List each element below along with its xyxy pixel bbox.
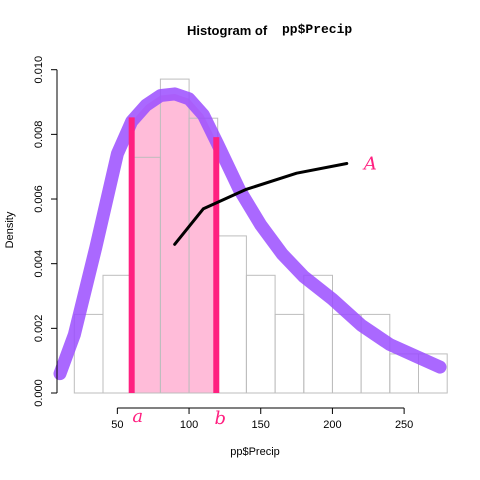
x-tick-label: 250 xyxy=(395,419,413,431)
x-tick-label: 200 xyxy=(323,419,341,431)
annotation-group: A xyxy=(173,153,377,246)
histogram-bar xyxy=(217,235,247,394)
density-curve-group xyxy=(53,87,447,381)
annotation-label: A xyxy=(362,153,377,174)
chart-title-prefix: Histogram of xyxy=(187,23,268,38)
x-tick-label: 50 xyxy=(111,419,123,431)
upper-bound-label: b xyxy=(215,408,227,429)
y-tick-label: 0.000 xyxy=(33,379,45,407)
histogram-bar xyxy=(102,274,133,394)
y-tick-label: 0.002 xyxy=(33,315,45,343)
y-tick-label: 0.006 xyxy=(33,185,45,213)
y-tick-label: 0.010 xyxy=(33,56,45,84)
chart-title-variable: pp$Precip xyxy=(282,22,352,37)
y-tick-label: 0.008 xyxy=(33,121,45,149)
lower-bound-label: a xyxy=(132,406,143,427)
x-axis-label: pp$Precip xyxy=(230,446,280,458)
y-tick-label: 0.004 xyxy=(33,250,45,278)
x-tick-label: 150 xyxy=(252,419,270,431)
axes-group: 50 100 150 200 250 0.000 0.002 0.004 0.006 0.008 0… xyxy=(33,56,413,431)
histogram-bar xyxy=(274,313,305,394)
annotation-line xyxy=(173,162,349,246)
density-curve xyxy=(53,87,447,381)
x-tick-label: 100 xyxy=(180,419,198,431)
histogram-bar xyxy=(245,274,276,394)
y-axis-label: Density xyxy=(4,211,16,248)
histogram-bar xyxy=(418,353,448,394)
